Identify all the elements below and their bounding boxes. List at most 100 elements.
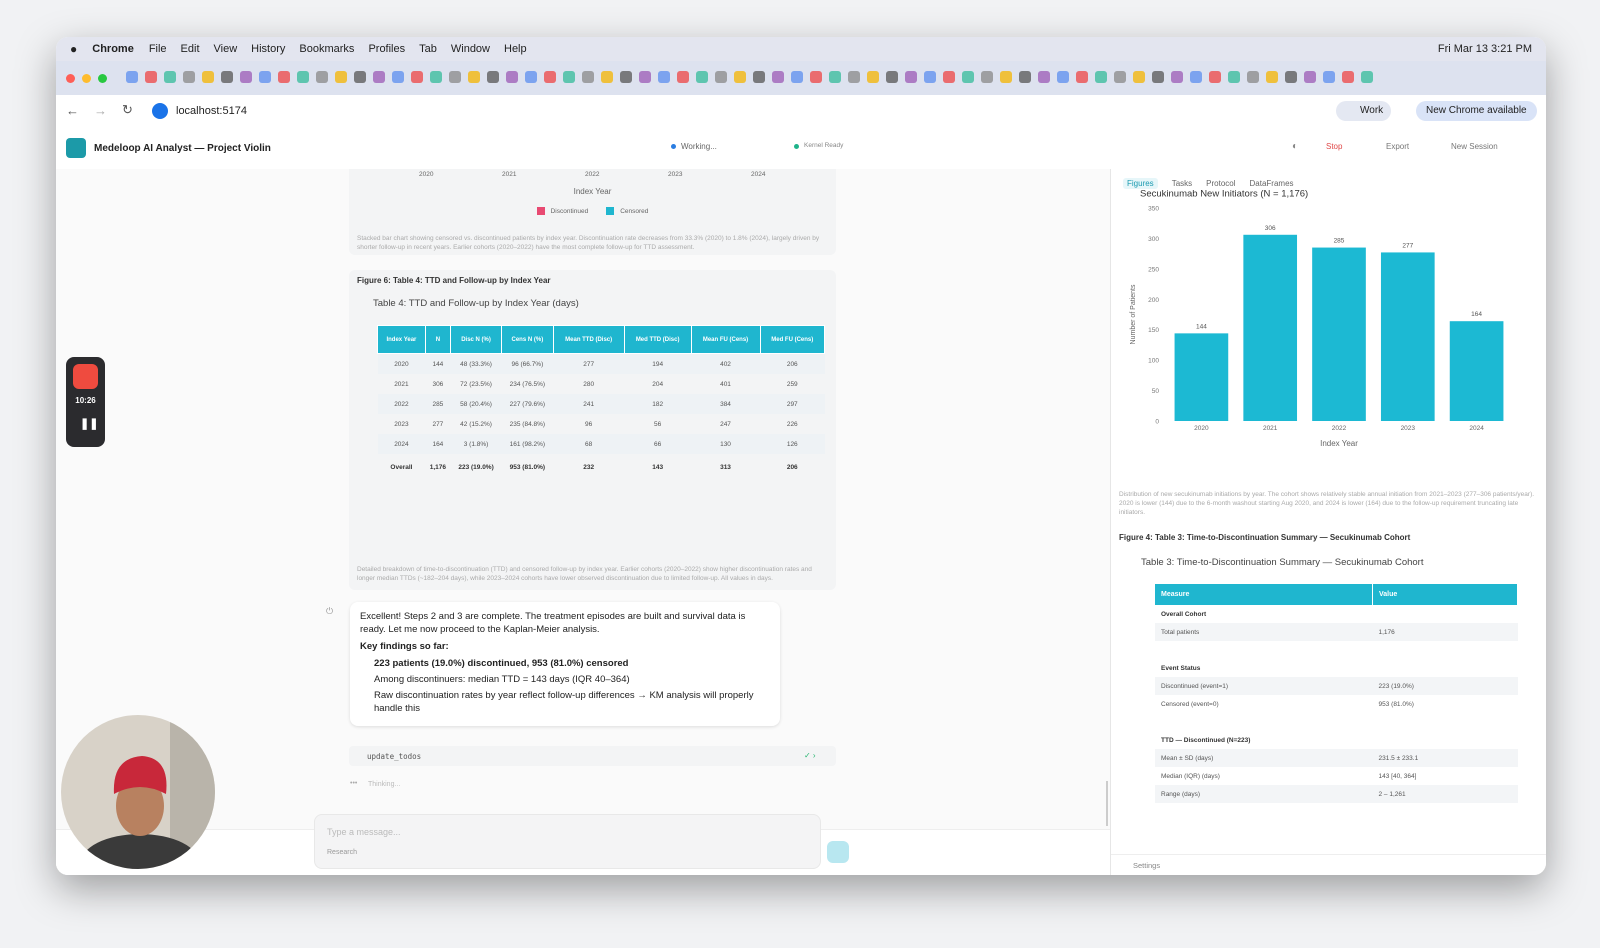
tab-icon[interactable] <box>392 71 404 83</box>
tab-icon[interactable] <box>886 71 898 83</box>
tab-icon[interactable] <box>1057 71 1069 83</box>
tab-icon[interactable] <box>1171 71 1183 83</box>
tab-icon[interactable] <box>487 71 499 83</box>
tab-icon[interactable] <box>1019 71 1031 83</box>
tab-icon[interactable] <box>905 71 917 83</box>
tab-icon[interactable] <box>1304 71 1316 83</box>
settings-button[interactable]: Settings <box>1133 861 1161 870</box>
panel-tab[interactable]: Figures <box>1123 178 1158 189</box>
pause-button[interactable]: ❚❚ <box>80 418 99 430</box>
menu-item[interactable]: Bookmarks <box>299 43 355 55</box>
menu-item[interactable]: Profiles <box>368 43 406 55</box>
menu-item[interactable]: Edit <box>180 43 200 55</box>
reload-button[interactable]: ↻ <box>122 102 133 117</box>
tab-icon[interactable] <box>468 71 480 83</box>
back-button[interactable]: ← <box>66 103 79 118</box>
mode-button[interactable]: Research <box>327 849 357 856</box>
tab-icon[interactable] <box>1114 71 1126 83</box>
tab-icon[interactable] <box>525 71 537 83</box>
tab-icon[interactable] <box>316 71 328 83</box>
tab-icon[interactable] <box>658 71 670 83</box>
menu-item[interactable]: Tab <box>419 43 437 55</box>
tab-icon[interactable] <box>696 71 708 83</box>
tab-icon[interactable] <box>430 71 442 83</box>
tab-icon[interactable] <box>1247 71 1259 83</box>
tab-icon[interactable] <box>601 71 613 83</box>
tab-icon[interactable] <box>867 71 879 83</box>
new-session-button[interactable]: New Session <box>1451 142 1498 151</box>
menu-item[interactable]: Window <box>450 43 490 55</box>
tab-icon[interactable] <box>202 71 214 83</box>
tab-icon[interactable] <box>753 71 765 83</box>
tab-icon[interactable] <box>145 71 157 83</box>
tab-icon[interactable] <box>335 71 347 83</box>
tab-icon[interactable] <box>848 71 860 83</box>
theme-toggle[interactable]: ◐ <box>1292 141 1299 152</box>
apple-logo[interactable]: ● <box>70 42 78 56</box>
tab-icon[interactable] <box>1285 71 1297 83</box>
tab-icon[interactable] <box>373 71 385 83</box>
tab-icon[interactable] <box>1323 71 1335 83</box>
tool-call-row[interactable]: update_todos ✓ › <box>349 746 836 766</box>
export-button[interactable]: Export <box>1386 142 1410 151</box>
tab-icon[interactable] <box>544 71 556 83</box>
tab-icon[interactable] <box>297 71 309 83</box>
profile-button[interactable]: Work <box>1336 101 1392 121</box>
zoom-dot[interactable] <box>98 74 107 83</box>
tab-icon[interactable] <box>411 71 423 83</box>
menu-item[interactable]: View <box>213 43 238 55</box>
tab-icon[interactable] <box>677 71 689 83</box>
url[interactable]: localhost:5174 <box>176 105 247 117</box>
tab-icon[interactable] <box>354 71 366 83</box>
record-stop-button[interactable] <box>73 364 98 389</box>
tab-icon[interactable] <box>810 71 822 83</box>
tab-icon[interactable] <box>1266 71 1278 83</box>
tab-icon[interactable] <box>259 71 271 83</box>
send-button[interactable] <box>827 841 849 863</box>
tab-icon[interactable] <box>943 71 955 83</box>
minimize-dot[interactable] <box>82 74 91 83</box>
tab-icon[interactable] <box>1342 71 1354 83</box>
app-menu[interactable]: Chrome <box>92 43 134 55</box>
tab-icon[interactable] <box>1038 71 1050 83</box>
tab-icon[interactable] <box>772 71 784 83</box>
tab-icon[interactable] <box>1095 71 1107 83</box>
tab-icon[interactable] <box>1361 71 1373 83</box>
tab-icon[interactable] <box>715 71 727 83</box>
panel-tab[interactable]: Protocol <box>1206 179 1236 188</box>
panel-tab[interactable]: Tasks <box>1171 179 1193 188</box>
tab-icon[interactable] <box>563 71 575 83</box>
tab-icon[interactable] <box>582 71 594 83</box>
menu-item[interactable]: Help <box>504 43 527 55</box>
tab-icon[interactable] <box>791 71 803 83</box>
close-dot[interactable] <box>66 74 75 83</box>
tab-icon[interactable] <box>962 71 974 83</box>
tab-icon[interactable] <box>278 71 290 83</box>
forward-button[interactable]: → <box>94 103 107 118</box>
tab-icon[interactable] <box>924 71 936 83</box>
tab-icon[interactable] <box>1076 71 1088 83</box>
tab-icon[interactable] <box>183 71 195 83</box>
tab-icon[interactable] <box>981 71 993 83</box>
stop-button[interactable]: Stop <box>1326 142 1343 151</box>
tab-icon[interactable] <box>734 71 746 83</box>
tab-icon[interactable] <box>639 71 651 83</box>
tab-icon[interactable] <box>1190 71 1202 83</box>
tab-icon[interactable] <box>829 71 841 83</box>
menu-item[interactable]: File <box>148 43 167 55</box>
update-button[interactable]: New Chrome available <box>1416 101 1537 121</box>
tab-icon[interactable] <box>164 71 176 83</box>
menu-item[interactable]: History <box>251 43 286 55</box>
tab-icon[interactable] <box>221 71 233 83</box>
tab-icon[interactable] <box>1000 71 1012 83</box>
tab-icon[interactable] <box>620 71 632 83</box>
tab-icon[interactable] <box>1209 71 1221 83</box>
tab-icon[interactable] <box>1228 71 1240 83</box>
tab-icon[interactable] <box>1152 71 1164 83</box>
tab-icon[interactable] <box>1133 71 1145 83</box>
tab-icon[interactable] <box>506 71 518 83</box>
tab-icon[interactable] <box>449 71 461 83</box>
composer[interactable]: Type a message... Research <box>314 814 821 869</box>
panel-tab[interactable]: DataFrames <box>1249 179 1294 188</box>
tab-icon[interactable] <box>126 71 138 83</box>
